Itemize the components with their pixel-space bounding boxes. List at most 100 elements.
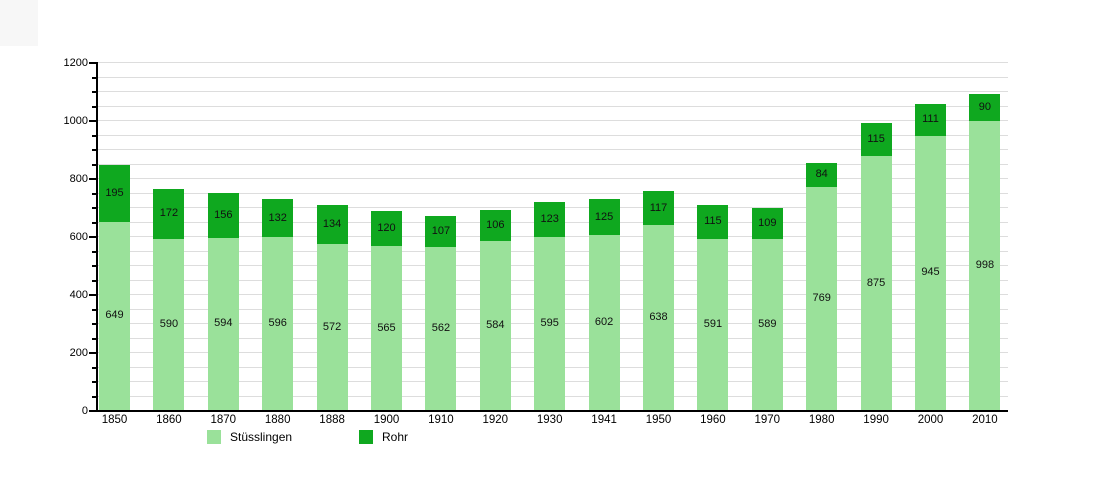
bar-value-label-stusslingen: 594	[214, 317, 233, 330]
y-axis-major-tick	[89, 410, 96, 412]
legend-swatch-rohr	[359, 430, 373, 444]
y-axis-minor-tick	[92, 105, 96, 108]
bar-segment-stusslingen	[207, 237, 239, 410]
gridline	[98, 149, 1008, 150]
bar-value-label-stusslingen: 649	[105, 309, 124, 322]
y-axis-minor-tick	[92, 279, 96, 282]
bar-value-label-rohr: 111	[922, 113, 939, 126]
bar-value-label-stusslingen: 998	[975, 258, 995, 271]
bar-segment-stusslingen	[697, 238, 729, 410]
x-axis-label: 2010	[972, 414, 998, 426]
bar-segment-stusslingen	[371, 246, 402, 410]
y-axis-minor-tick	[92, 91, 96, 93]
bar-value-label-rohr: 134	[322, 218, 342, 231]
bar-value-label-stusslingen: 875	[866, 276, 886, 289]
y-axis-minor-tick	[92, 192, 96, 195]
bar-segment-stusslingen	[99, 221, 130, 410]
bar-segment-stusslingen	[806, 186, 838, 410]
gridline	[98, 76, 1008, 78]
bar-value-label-stusslingen: 945	[921, 266, 940, 279]
y-axis-major-tick	[89, 352, 96, 354]
bar-value-label-rohr: 195	[105, 187, 124, 199]
bar-value-label-rohr: 123	[540, 213, 559, 226]
y-axis-tick-label: 1000	[63, 115, 88, 127]
bar-segment-rohr	[153, 189, 185, 239]
bar-segment-stusslingen	[425, 247, 457, 410]
x-axis-label: 1850	[101, 414, 128, 426]
y-axis-minor-tick	[92, 308, 96, 311]
y-axis-minor-tick	[92, 366, 96, 369]
bar-value-label-stusslingen: 595	[540, 317, 559, 330]
bar-segment-rohr	[643, 191, 674, 225]
y-axis-minor-tick	[92, 323, 96, 325]
x-axis-label: 1930	[536, 414, 563, 426]
y-axis-major-tick	[89, 62, 96, 64]
x-axis-label: 1970	[754, 414, 781, 426]
x-axis-line	[96, 410, 1008, 412]
x-axis-label: 1990	[863, 414, 889, 426]
bar-segment-rohr	[751, 207, 783, 240]
legend-item-stusslingen: Stüsslingen	[207, 430, 292, 444]
bar-segment-rohr	[588, 199, 620, 236]
gridline	[98, 192, 1008, 194]
legend-swatch-stusslingen	[207, 430, 221, 444]
bar-segment-stusslingen	[262, 237, 294, 410]
y-axis-minor-tick	[92, 337, 96, 340]
bar-segment-rohr	[806, 162, 838, 187]
y-axis-tick-label: 0	[81, 405, 88, 417]
bar-value-label-rohr: 117	[649, 201, 668, 214]
x-axis-label: 1950	[645, 414, 672, 426]
bar-segment-rohr	[479, 209, 511, 241]
bar-segment-rohr	[860, 122, 892, 157]
bar-segment-stusslingen	[588, 235, 620, 410]
y-axis-tick-label: 800	[69, 173, 88, 185]
bar-value-label-rohr: 107	[431, 225, 451, 237]
x-axis-label: 1900	[373, 414, 400, 426]
y-axis-tick-label: 400	[69, 289, 88, 301]
y-axis-tick-label: 200	[69, 347, 88, 359]
bar-segment-stusslingen	[915, 135, 946, 410]
bar-value-label-rohr: 125	[594, 210, 614, 223]
bar-segment-stusslingen	[534, 237, 566, 410]
legend-item-rohr: Rohr	[359, 430, 408, 444]
bar-segment-rohr	[697, 205, 729, 239]
bar-segment-rohr	[534, 201, 566, 238]
x-axis-label: 1870	[210, 414, 237, 426]
legend-label-stusslingen: Stüsslingen	[230, 430, 293, 444]
y-axis-minor-tick	[92, 381, 96, 383]
bar-segment-rohr	[915, 103, 946, 136]
bar-value-label-rohr: 120	[377, 222, 396, 235]
y-axis-minor-tick	[92, 76, 96, 79]
bar-value-label-stusslingen: 769	[812, 291, 831, 304]
y-axis-minor-tick	[92, 134, 96, 137]
gridline	[98, 91, 1008, 92]
bar-segment-rohr	[207, 192, 239, 238]
bar-segment-stusslingen	[643, 224, 674, 410]
y-axis-minor-tick	[92, 395, 96, 398]
x-axis-label: 1860	[156, 414, 182, 426]
bar-segment-stusslingen	[153, 238, 185, 410]
y-axis-tick-label: 600	[69, 231, 88, 243]
bar-value-label-stusslingen: 602	[594, 316, 614, 329]
bar-segment-stusslingen	[969, 120, 1001, 410]
bar-segment-rohr	[99, 165, 130, 222]
bar-value-label-rohr: 90	[978, 101, 992, 114]
screenshot-corner-artifact	[0, 0, 38, 46]
y-axis-minor-tick	[92, 163, 96, 166]
gridline	[98, 120, 1008, 121]
y-axis-minor-tick	[92, 265, 96, 267]
bar-segment-stusslingen	[479, 240, 511, 410]
gridline	[98, 178, 1008, 179]
y-axis-minor-tick	[92, 149, 96, 151]
bar-segment-rohr	[969, 94, 1001, 121]
x-axis-label: 2000	[917, 414, 944, 426]
bar-value-label-stusslingen: 584	[486, 318, 505, 331]
bar-value-label-stusslingen: 590	[159, 317, 179, 330]
bar-segment-rohr	[316, 205, 348, 245]
bar-value-label-stusslingen: 596	[268, 317, 287, 330]
bar-value-label-rohr: 84	[815, 168, 828, 181]
bar-value-label-rohr: 115	[704, 215, 722, 228]
bar-value-label-rohr: 132	[268, 211, 287, 224]
bar-value-label-stusslingen: 591	[703, 317, 723, 330]
